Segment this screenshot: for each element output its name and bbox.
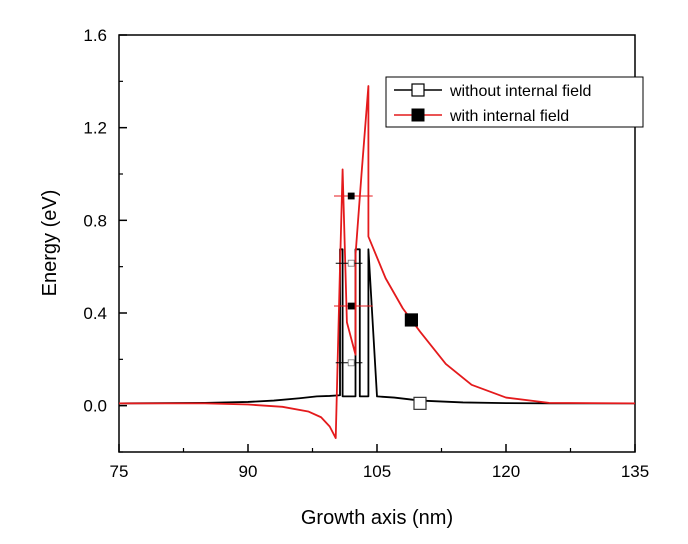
series-line-0 <box>118 248 635 405</box>
x-axis-title: Growth axis (nm) <box>301 507 453 529</box>
x-tick-label: 75 <box>110 462 129 481</box>
legend-box <box>385 76 644 128</box>
legend-marker-with-field <box>411 108 425 122</box>
energy-level-marker <box>347 359 355 367</box>
legend-label-without-field: without internal field <box>449 83 591 100</box>
energy-level-marker <box>347 302 355 310</box>
x-tick-label: 120 <box>492 462 520 481</box>
legend: without internal field with internal fie… <box>385 76 644 128</box>
x-tick-label: 135 <box>621 462 649 481</box>
energy-level-marker <box>347 259 355 267</box>
axis-tick-labels: 75 90 105 120 135 0.0 0.4 0.8 1.2 1.6 <box>83 26 649 481</box>
y-axis-title: Energy (eV) <box>39 190 61 297</box>
legend-marker-without-field <box>411 83 425 97</box>
series-line-1 <box>119 85 636 440</box>
legend-label-with-field: with internal field <box>449 108 569 125</box>
x-tick-label: 90 <box>239 462 258 481</box>
y-tick-label: 1.6 <box>83 26 107 45</box>
series-marker <box>404 313 418 327</box>
series-marker <box>413 396 427 410</box>
y-tick-label: 0.4 <box>83 304 107 323</box>
x-tick-label: 105 <box>363 462 391 481</box>
markers-layer <box>347 192 427 410</box>
y-tick-label: 0.8 <box>83 211 107 230</box>
y-tick-label: 0.0 <box>83 397 107 416</box>
energy-level-marker <box>347 192 355 200</box>
series-layer <box>118 85 636 440</box>
y-tick-label: 1.2 <box>83 119 107 138</box>
axis-ticks <box>118 34 636 453</box>
